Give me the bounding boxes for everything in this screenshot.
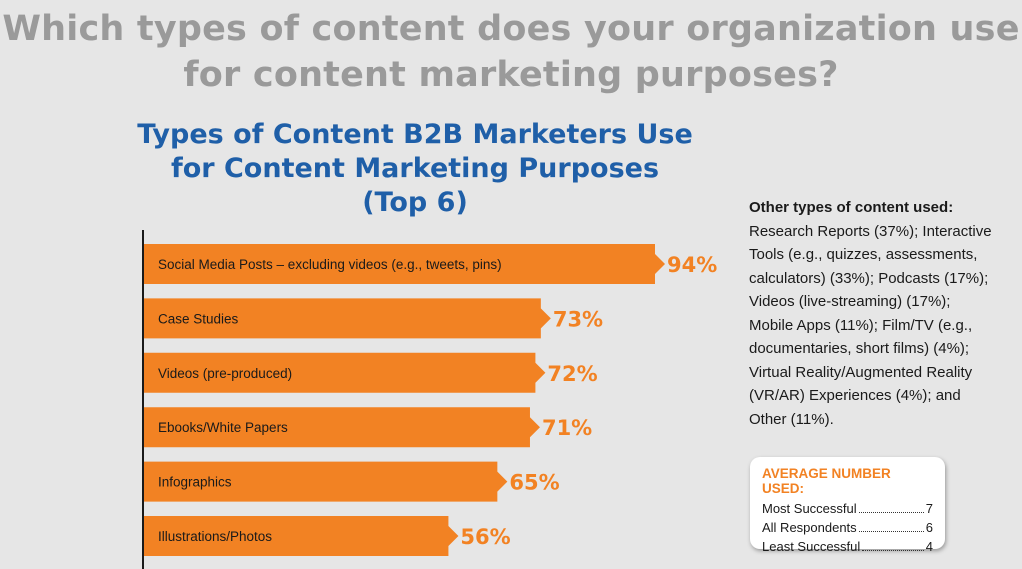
average-row-label: Least Successful [762,539,861,554]
dot-leader [858,531,924,532]
bar-value-label: 73% [553,307,603,331]
bar [144,407,540,448]
other-types-panel: Other types of content used: Research Re… [749,196,1009,431]
average-row-most-successful: Most Successful 7 [762,499,933,518]
average-row-value: 6 [925,520,933,535]
bar-category-label: Illustrations/Photos [158,529,272,544]
average-row-all-respondents: All Respondents 6 [762,518,933,537]
average-row-least-successful: Least Successful 4 [762,537,933,556]
chart-title: Types of Content B2B Marketers Use for C… [130,118,700,220]
other-types-text: Research Reports (37%); Interactive Tools… [749,220,1009,432]
other-types-line: Mobile Apps (11%); Film/TV (e.g., [749,316,973,334]
other-types-line: Videos (live-streaming) (17%); [749,293,951,310]
average-row-value: 7 [925,501,933,516]
other-types-line: documentaries, short films) (4%); [749,340,970,357]
bar-value-label: 56% [460,525,510,549]
bar-category-label: Ebooks/White Papers [158,420,288,435]
other-types-line: Research Reports (37%); Interactive [749,222,992,240]
bar-category-label: Social Media Posts – excluding videos (e… [158,257,502,272]
other-types-line: Tools (e.g., quizzes, assessments, [749,246,978,263]
bar-category-label: Case Studies [158,311,239,326]
average-number-card: AVERAGE NUMBER USED: Most Successful 7 A… [750,457,945,554]
main-title-line-1: Which types of content does your organiz… [2,9,1020,49]
bar [144,244,665,284]
other-types-heading: Other types of content used: [749,199,954,216]
bar-category-label: Videos (pre-produced) [158,366,292,381]
average-row-label: All Respondents [762,520,857,535]
chart-title-line-1: Types of Content B2B Marketers Use [137,119,693,150]
bar-value-label: 71% [542,416,592,440]
average-number-heading: AVERAGE NUMBER USED: [762,466,891,496]
bar-value-label: 94% [667,253,717,277]
bar-category-label: Infographics [158,475,232,490]
other-types-line: Virtual Reality/Augmented Reality [749,363,973,381]
other-types-line: Other (11%). [749,410,834,428]
chart-title-line-2: for Content Marketing Purposes [170,153,660,184]
other-types-line: (VR/AR) Experiences (4%); and [749,387,961,404]
bar [144,352,546,393]
other-types-line: calculators) (33%); Podcasts (17%); [749,269,989,287]
average-row-value: 4 [925,539,933,554]
dot-leader [858,512,924,513]
bar [144,461,508,502]
dot-leader [862,550,924,551]
bar [144,516,459,556]
bar [144,298,551,339]
bar-value-label: 72% [547,362,597,386]
bar-value-label: 65% [509,471,559,495]
main-title-line-2: for content marketing purposes? [183,55,839,95]
chart-title-line-3: (Top 6) [362,187,468,218]
average-row-label: Most Successful [762,501,857,516]
main-title: Which types of content does your organiz… [0,6,1022,98]
